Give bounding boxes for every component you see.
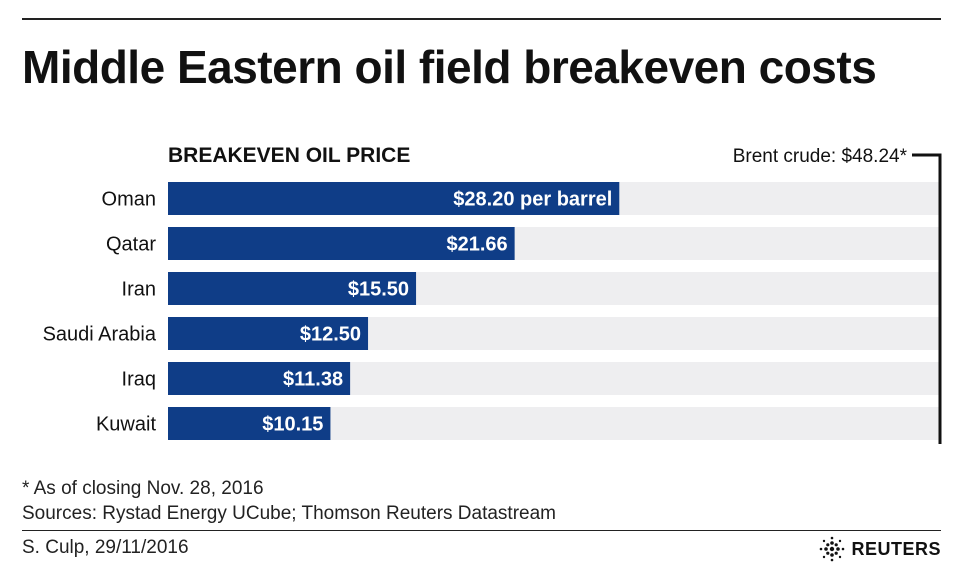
- sources-note: Sources: Rystad Energy UCube; Thomson Re…: [22, 503, 556, 524]
- bar: [168, 362, 351, 395]
- bar-value-label: $15.50: [348, 279, 409, 301]
- bar-chart: BREAKEVEN OIL PRICE $28.20 per barrel Oman…: [43, 144, 942, 444]
- footnote: * As of closing Nov. 28, 2016: [22, 478, 264, 499]
- reuters-dots-icon: [820, 536, 845, 562]
- bar: [168, 182, 620, 215]
- reuters-logo: REUTERS: [819, 536, 941, 562]
- chart-title: Middle Eastern oil field breakeven costs: [22, 41, 877, 93]
- bar-value-label: $21.66: [446, 234, 507, 256]
- bar: [168, 407, 331, 440]
- bar-value-label: $10.15: [262, 414, 323, 436]
- bar-value-label: $11.38: [283, 369, 343, 391]
- bar-value-label: $12.50: [300, 324, 361, 346]
- category-label: Oman: [102, 189, 156, 211]
- reuters-logo-text: REUTERS: [851, 538, 941, 559]
- bar: [168, 272, 417, 305]
- category-label: Qatar: [106, 234, 156, 256]
- category-label: Iraq: [122, 369, 156, 391]
- category-label: Kuwait: [96, 414, 156, 436]
- top-rule: [22, 18, 941, 20]
- bar: [168, 227, 515, 260]
- category-label: Saudi Arabia: [43, 324, 157, 346]
- reference-label: Brent crude: $48.24*: [733, 146, 908, 167]
- bottom-rule: [22, 530, 941, 531]
- category-label: Iran: [122, 279, 156, 301]
- bar-value-label: $28.20 per barrel: [453, 189, 612, 211]
- credit-line: S. Culp, 29/11/2016: [22, 537, 189, 558]
- bar: [168, 317, 369, 350]
- chart-subtitle: BREAKEVEN OIL PRICE: [168, 144, 410, 167]
